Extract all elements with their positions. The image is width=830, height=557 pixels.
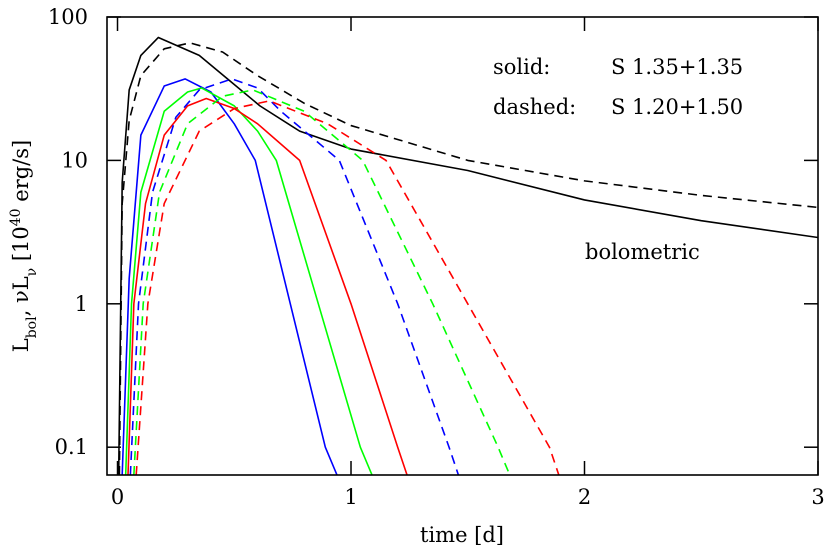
annotation: bolometric <box>585 240 700 264</box>
series-line <box>121 78 338 475</box>
y-axis-label-part: 40 <box>8 208 24 226</box>
y-tick-label: 1 <box>75 292 88 316</box>
series-line <box>129 78 460 475</box>
y-axis-label-part: L <box>9 338 33 352</box>
series-line <box>118 42 818 475</box>
annotation: S 1.20+1.50 <box>611 95 743 119</box>
series-line <box>133 89 511 475</box>
y-tick-label: 10 <box>61 148 88 172</box>
y-axis-label-part: bol <box>24 316 40 338</box>
y-axis-label-part: [10 <box>9 226 33 268</box>
series-line <box>117 36 818 475</box>
y-axis-label-part: , νL <box>9 276 33 316</box>
y-axis-label-part: erg/s] <box>9 140 33 209</box>
y-tick-label: 0.1 <box>55 435 88 459</box>
x-tick-label: 1 <box>344 485 357 509</box>
x-tick-label: 2 <box>578 485 591 509</box>
plot-frame <box>106 16 819 476</box>
series-line <box>135 100 560 475</box>
x-tick-label: 3 <box>811 485 824 509</box>
y-axis-label-part: ν <box>24 268 40 277</box>
annotation: S 1.35+1.35 <box>611 55 743 79</box>
y-axis-label: Lbol, νLν [1040 erg/s] <box>8 140 40 352</box>
annotation: dashed: <box>493 95 576 119</box>
annotation: solid: <box>493 55 550 79</box>
x-tick-label: 0 <box>111 485 124 509</box>
x-axis-label: time [d] <box>420 523 504 547</box>
series-line <box>124 87 373 475</box>
series-line <box>127 97 408 475</box>
plot-area <box>117 36 818 475</box>
y-tick-label: 100 <box>48 5 88 29</box>
